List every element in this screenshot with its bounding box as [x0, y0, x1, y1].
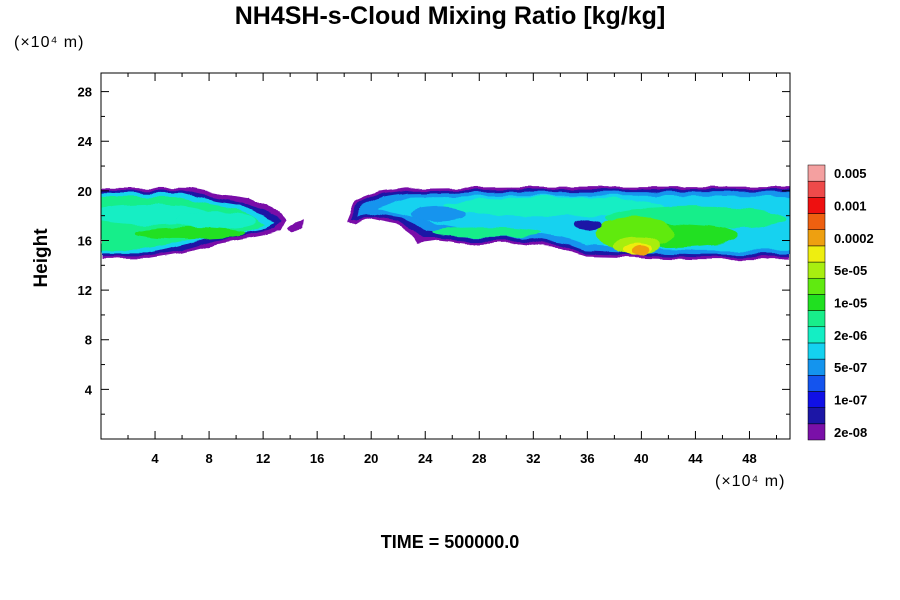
cloud-right-streak: [573, 219, 602, 230]
x-tick-label: 28: [472, 451, 486, 466]
x-tick-label: 36: [580, 451, 594, 466]
x-tick-label: 40: [634, 451, 648, 466]
colorbar-swatch: [807, 375, 826, 392]
colorbar-swatch: [807, 391, 826, 408]
x-tick-label: 44: [688, 451, 703, 466]
plot-frame: [100, 72, 791, 440]
colorbar-swatch: [807, 277, 826, 295]
colorbar-label: 0.0002: [834, 231, 874, 246]
x-tick-label: 12: [256, 451, 270, 466]
colorbar-label: 1e-07: [834, 393, 867, 408]
y-tick-label: 28: [78, 85, 92, 100]
x-tick-label: 20: [364, 451, 378, 466]
y-tick-label: 8: [85, 333, 92, 348]
cloud-core: [632, 245, 651, 256]
y-tick-label: 12: [78, 283, 92, 298]
colorbar-swatch: [807, 197, 826, 214]
y-tick-label: 20: [78, 184, 92, 199]
colorbar-swatch: [807, 423, 826, 441]
x-axis-unit: (×10⁴ m): [715, 473, 786, 490]
y-axis-unit: (×10⁴ m): [14, 34, 85, 51]
y-tick-label: 4: [85, 382, 93, 397]
colorbar-label: 0.001: [834, 198, 867, 213]
colorbar-swatch: [807, 213, 826, 230]
x-tick-label: 48: [742, 451, 756, 466]
time-label: TIME = 500000.0: [380, 532, 520, 552]
x-tick-label: 16: [310, 451, 324, 466]
x-tick-label: 24: [418, 451, 433, 466]
cloud-right-streak: [431, 226, 542, 237]
colorbar-swatch: [807, 342, 826, 360]
colorbar-label: 0.005: [834, 166, 867, 181]
y-tick-label: 16: [78, 233, 92, 248]
colorbar-swatch: [807, 261, 826, 279]
colorbar-swatch: [807, 164, 826, 182]
colorbar-label: 1e-05: [834, 296, 867, 311]
cloud-right-streak: [410, 207, 467, 222]
cloud-field: [101, 187, 790, 260]
colorbar-label: 5e-05: [834, 263, 867, 278]
colorbar-swatch: [807, 326, 826, 344]
cloud-right-streak: [443, 196, 664, 217]
colorbar-label: 2e-08: [834, 425, 867, 440]
colorbar-label: 2e-06: [834, 328, 867, 343]
colorbar-swatch: [807, 358, 826, 376]
colorbar-swatch: [807, 294, 826, 311]
cloud-fragment: [287, 218, 305, 233]
x-tick-label: 4: [151, 451, 159, 466]
colorbar-label: 5e-07: [834, 360, 867, 375]
colorbar-swatch: [807, 310, 826, 328]
y-tick-label: 24: [78, 134, 93, 149]
colorbar-swatch: [807, 407, 826, 425]
x-tick-label: 8: [205, 451, 212, 466]
cloud-left-streak: [175, 212, 256, 229]
x-tick-label: 32: [526, 451, 540, 466]
chart-title: NH4SH-s-Cloud Mixing Ratio [kg/kg]: [234, 2, 666, 30]
colorbar-swatch: [807, 180, 826, 198]
colorbar-swatch: [807, 229, 826, 247]
cloud-left-streak: [133, 227, 244, 240]
colorbar-swatch: [807, 245, 826, 263]
colorbar: 2e-08 1e-07 5e-07 2e-06 1e-05 5e-05 0.0002 0.00…: [807, 164, 874, 441]
